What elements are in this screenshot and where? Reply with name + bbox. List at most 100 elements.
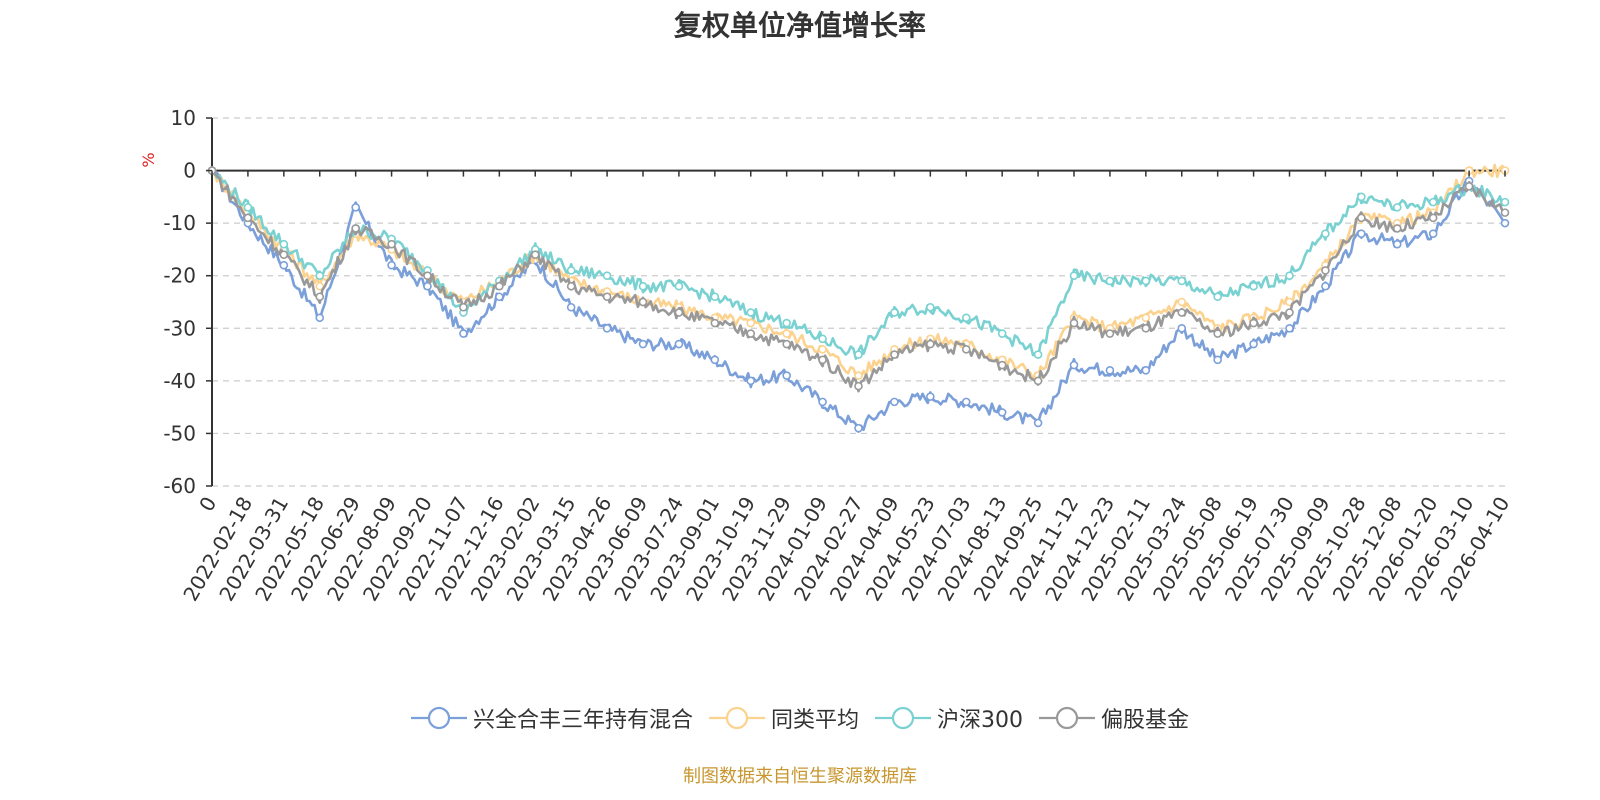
data-point xyxy=(243,213,253,223)
data-point xyxy=(1357,213,1366,223)
data-point xyxy=(1105,366,1115,375)
data-point xyxy=(961,397,971,407)
data-point xyxy=(854,350,863,359)
data-point xyxy=(961,345,971,354)
data-point xyxy=(566,281,576,291)
data-point xyxy=(602,323,612,333)
data-point xyxy=(674,281,684,291)
data-point xyxy=(638,297,648,307)
data-point xyxy=(1069,271,1079,281)
data-point xyxy=(746,376,756,386)
data-point xyxy=(387,239,396,249)
data-point xyxy=(1285,271,1294,281)
data-point xyxy=(279,260,289,270)
x-tick-label: 0 xyxy=(194,493,221,516)
legend-line-circle-icon xyxy=(708,706,765,730)
data-point xyxy=(854,371,863,380)
data-point xyxy=(1285,323,1294,333)
series-2 xyxy=(207,166,1510,361)
data-point xyxy=(459,302,468,312)
legend-line-circle-icon xyxy=(1039,706,1095,730)
data-point xyxy=(1177,276,1187,286)
data-point xyxy=(1500,208,1510,217)
data-point xyxy=(530,250,540,259)
data-point xyxy=(1500,218,1510,228)
data-point xyxy=(243,203,253,212)
legend-item-0[interactable]: 兴全合丰三年持有混合 xyxy=(410,702,693,734)
y-tick-label: -40 xyxy=(163,369,196,393)
legend-label: 兴全合丰三年持有混合 xyxy=(472,708,693,733)
line-chart: 100-10-20-30-40-50-60 02022-02-182022-03… xyxy=(139,106,1514,605)
data-point xyxy=(1033,350,1043,359)
data-point xyxy=(710,292,720,302)
data-point xyxy=(782,339,791,349)
data-point xyxy=(890,308,899,317)
data-point xyxy=(1105,329,1115,338)
data-point xyxy=(1392,203,1402,212)
data-point xyxy=(1464,182,1474,191)
data-point xyxy=(818,355,827,365)
data-point xyxy=(1033,376,1043,386)
data-point xyxy=(1141,276,1151,286)
data-point xyxy=(1105,276,1115,286)
data-point xyxy=(1392,239,1402,249)
series-lines xyxy=(207,163,1510,433)
data-point xyxy=(1213,329,1222,338)
data-point xyxy=(315,271,325,281)
data-point xyxy=(1069,318,1079,328)
data-point xyxy=(997,408,1007,417)
data-point xyxy=(926,392,935,401)
series-3 xyxy=(207,166,1510,393)
data-point xyxy=(674,308,684,317)
series-0 xyxy=(207,166,1510,433)
data-point xyxy=(1357,192,1366,202)
legend-item-2[interactable]: 沪深300 xyxy=(875,702,1023,734)
data-point xyxy=(997,329,1007,338)
data-point xyxy=(1177,308,1187,317)
legend-line-circle-icon xyxy=(875,706,931,730)
data-point xyxy=(961,313,971,323)
data-point xyxy=(1249,318,1258,328)
data-point xyxy=(1392,224,1402,233)
data-point xyxy=(746,318,756,328)
data-point xyxy=(1285,308,1294,317)
y-axis-label: % xyxy=(139,152,158,167)
data-point xyxy=(854,423,863,433)
legend: 兴全合丰三年持有混合 同类平均 沪深300 偏股基金 xyxy=(0,702,1600,734)
data-point xyxy=(1249,339,1258,349)
data-point xyxy=(997,360,1007,370)
legend-label: 沪深300 xyxy=(937,708,1023,733)
data-point xyxy=(818,345,827,354)
chart-title: 复权单位净值增长率 xyxy=(673,9,926,42)
data-point xyxy=(351,224,360,233)
y-tick-label: -30 xyxy=(163,316,196,340)
legend-item-3[interactable]: 偏股基金 xyxy=(1039,702,1189,734)
data-point xyxy=(423,271,432,281)
data-point xyxy=(351,203,360,212)
data-point xyxy=(782,329,791,338)
legend-item-1[interactable]: 同类平均 xyxy=(708,702,859,734)
data-point xyxy=(674,339,684,349)
data-point xyxy=(782,318,791,328)
data-point xyxy=(1141,323,1151,333)
data-point xyxy=(1069,360,1079,370)
data-point xyxy=(818,397,827,407)
data-point xyxy=(1321,229,1330,238)
data-point xyxy=(495,292,504,302)
legend-label: 偏股基金 xyxy=(1101,708,1190,733)
y-tick-label: -10 xyxy=(163,211,196,235)
y-tick-label: -60 xyxy=(163,474,196,498)
source-note: 制图数据来自恒生聚源数据库 xyxy=(683,766,917,787)
data-point xyxy=(746,329,756,338)
data-point xyxy=(423,281,432,291)
data-point xyxy=(315,313,325,323)
legend-line-circle-icon xyxy=(410,706,467,730)
data-point xyxy=(387,260,396,270)
data-point xyxy=(1357,229,1366,238)
y-tick-label: -20 xyxy=(163,264,196,288)
data-point xyxy=(1321,281,1330,291)
data-point xyxy=(1321,266,1330,275)
data-point xyxy=(1428,197,1438,207)
data-point xyxy=(854,381,863,391)
data-point xyxy=(1141,313,1151,323)
